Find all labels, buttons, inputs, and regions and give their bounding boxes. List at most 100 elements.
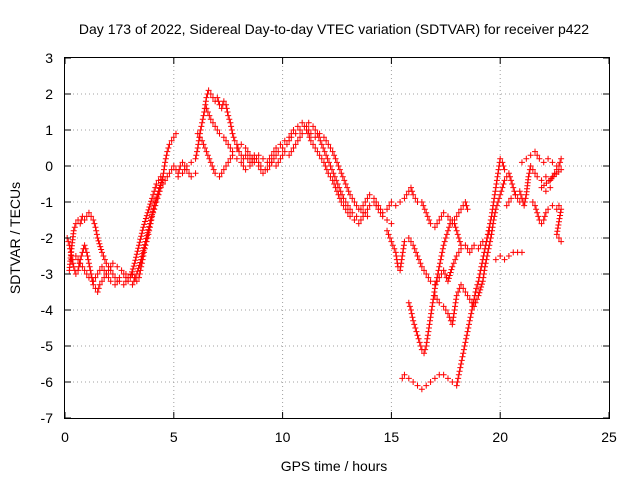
data-point [120, 271, 127, 277]
data-point [477, 242, 484, 249]
data-point [345, 188, 352, 195]
data-point [206, 112, 213, 119]
data-point [128, 271, 135, 278]
data-point [186, 170, 193, 177]
data-point [458, 206, 465, 213]
data-point [364, 206, 371, 213]
data-point [322, 163, 329, 169]
data-point [466, 249, 473, 256]
data-point [98, 263, 105, 270]
data-point [153, 181, 160, 187]
data-point [288, 148, 295, 155]
data-point [351, 199, 358, 205]
data-point [75, 256, 82, 263]
data-point [427, 317, 434, 324]
data-point [392, 249, 399, 256]
data-point [325, 141, 332, 148]
data-point [500, 163, 507, 169]
data-point [238, 141, 245, 148]
data-point [540, 217, 547, 223]
data-point [473, 285, 480, 292]
data-point [487, 235, 494, 241]
data-point [338, 199, 345, 205]
data-point [450, 310, 457, 317]
data-point [129, 268, 136, 275]
data-point [542, 188, 549, 195]
data-point [114, 263, 121, 270]
data-point [120, 281, 127, 288]
data-point [525, 173, 532, 180]
data-point [200, 141, 207, 148]
data-point [488, 231, 495, 238]
data-point [473, 296, 480, 303]
data-point [101, 267, 108, 274]
y-tick-label: -3 [41, 266, 54, 282]
data-point [206, 155, 213, 162]
data-point [445, 275, 452, 282]
data-point [434, 220, 441, 227]
data-point [399, 249, 406, 256]
data-point [112, 281, 119, 288]
data-point [81, 267, 88, 274]
data-point [131, 260, 138, 267]
data-point [549, 159, 556, 166]
data-point [491, 213, 498, 220]
data-point [427, 278, 434, 285]
data-point [105, 274, 112, 281]
data-point [200, 112, 207, 119]
data-point [320, 159, 327, 166]
data-point [429, 303, 436, 310]
data-point [492, 206, 499, 213]
data-point [422, 346, 429, 353]
data-point [384, 206, 391, 213]
data-point [555, 235, 562, 241]
data-point [406, 303, 413, 310]
data-point [98, 249, 105, 256]
data-point [538, 220, 545, 227]
data-point [160, 170, 167, 177]
data-point [229, 148, 236, 155]
data-point [109, 260, 116, 267]
data-point [555, 218, 562, 225]
data-point [227, 145, 234, 151]
data-point [366, 202, 373, 209]
data-point [148, 198, 155, 205]
data-point [149, 208, 156, 215]
data-point [205, 87, 212, 94]
data-point [236, 148, 243, 155]
data-point [536, 155, 543, 162]
data-point [97, 243, 104, 250]
data-point [93, 227, 100, 234]
data-point [81, 242, 88, 249]
data-point [146, 204, 153, 211]
data-point [215, 98, 222, 105]
data-point [410, 379, 417, 385]
data-point [455, 289, 462, 295]
data-point [450, 314, 457, 321]
data-point [67, 249, 74, 256]
data-point [138, 233, 145, 240]
data-point [452, 303, 459, 310]
data-point [209, 119, 216, 126]
data-point [203, 94, 210, 101]
data-point [275, 159, 282, 166]
data-point [203, 148, 210, 155]
data-point [201, 145, 208, 151]
data-point [478, 281, 485, 288]
data-point [398, 256, 405, 263]
data-point [143, 212, 150, 219]
data-point [148, 214, 155, 221]
data-point [331, 152, 338, 159]
data-point [198, 123, 205, 130]
data-point [98, 246, 105, 253]
data-point [336, 195, 343, 202]
data-point [475, 245, 482, 252]
data-point [433, 278, 440, 285]
data-point [397, 263, 404, 270]
data-point [85, 260, 92, 267]
data-point [207, 116, 214, 123]
data-point [431, 285, 438, 292]
data-point [495, 199, 502, 205]
data-point [497, 155, 504, 162]
data-point [303, 127, 310, 133]
